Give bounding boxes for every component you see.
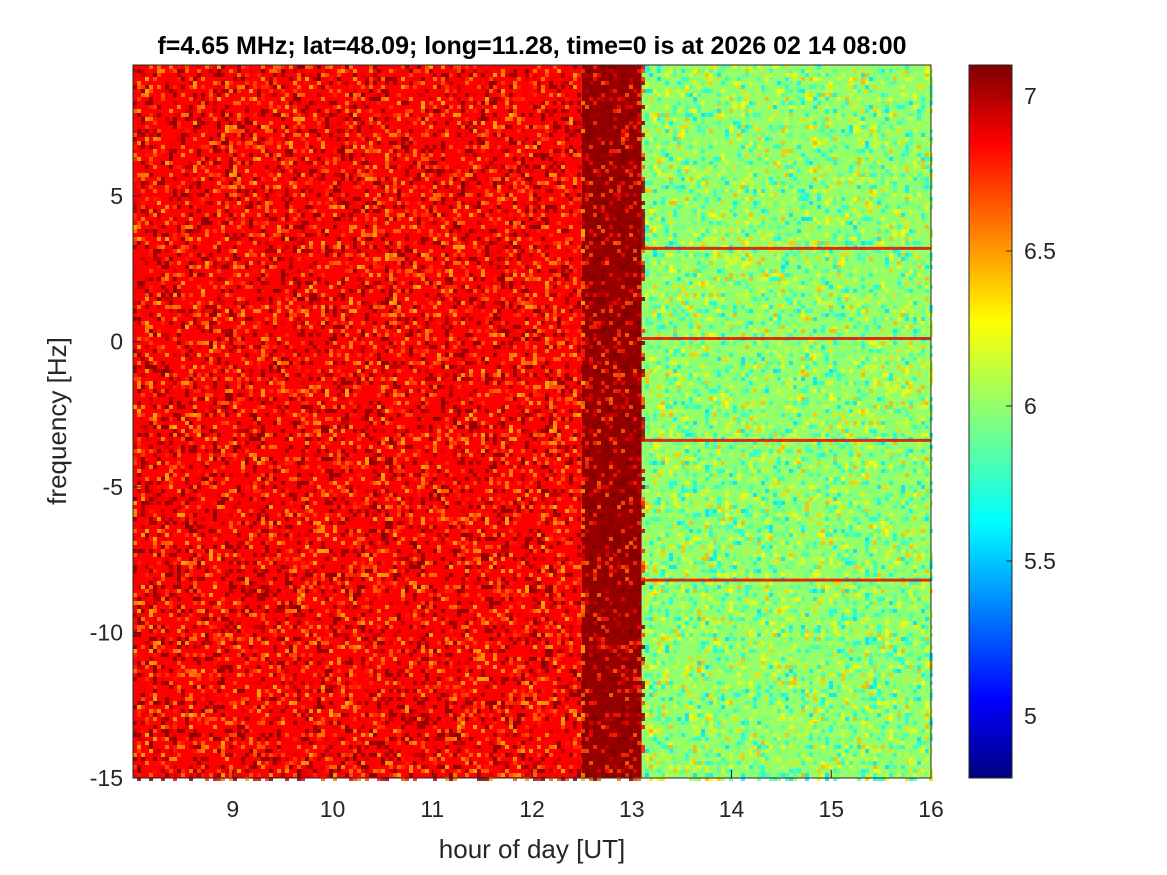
heatmap-plot-area [133, 65, 933, 781]
colorbar-tick-label: 5 [1024, 703, 1037, 729]
colorbar-gradient [969, 65, 1012, 778]
y-tick-label: -10 [90, 619, 123, 645]
colorbar-tick-label: 7 [1024, 83, 1037, 109]
x-tick-label: 13 [619, 796, 645, 822]
y-tick-label: -5 [103, 474, 123, 500]
chart-title: f=4.65 MHz; lat=48.09; long=11.28, time=… [157, 32, 906, 60]
x-tick-label: 14 [719, 796, 745, 822]
colorbar-tick-label: 6.5 [1024, 238, 1056, 264]
colorbar-tick-label: 5.5 [1024, 548, 1056, 574]
x-tick-label: 10 [320, 796, 346, 822]
x-tick-label: 15 [818, 796, 844, 822]
y-tick-label: -15 [90, 765, 123, 791]
y-tick-label: 0 [110, 328, 123, 354]
x-tick-label: 16 [918, 796, 944, 822]
y-axis-label: frequency [Hz] [42, 337, 72, 505]
x-tick-label: 11 [420, 796, 444, 822]
x-tick-label: 9 [226, 796, 239, 822]
x-axis-label: hour of day [UT] [439, 834, 625, 864]
y-tick-label: 5 [110, 183, 123, 209]
colorbar-tick-label: 6 [1024, 393, 1037, 419]
colorbar: 5 5.5 6 6.5 7 [969, 65, 1056, 778]
x-tick-label: 12 [519, 796, 545, 822]
